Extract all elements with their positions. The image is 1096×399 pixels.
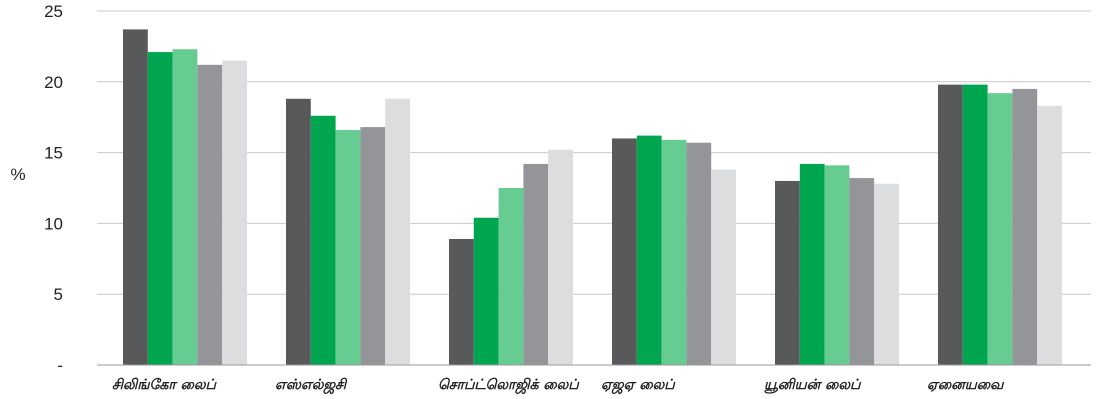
bar bbox=[1037, 105, 1062, 365]
bar bbox=[711, 169, 736, 365]
bar bbox=[498, 188, 524, 365]
bar bbox=[449, 238, 474, 365]
gridlines bbox=[97, 10, 1091, 295]
bar bbox=[612, 138, 637, 365]
bar bbox=[123, 29, 148, 366]
bar bbox=[172, 49, 198, 366]
bar bbox=[987, 93, 1013, 366]
category-label: ஏஜஏ லைப் bbox=[601, 377, 676, 395]
bar bbox=[686, 142, 712, 365]
category-labels: சிலிங்கோ லைப் எஸ்எல்ஜசி சொப்ட்லொஜிக் லைப் ஏ… bbox=[112, 377, 1005, 395]
bar bbox=[147, 52, 173, 366]
bar bbox=[473, 217, 499, 365]
category-label: சொப்ட்லொஜிக் லைப் bbox=[438, 377, 580, 395]
y-tick-label: 15 bbox=[44, 144, 63, 163]
y-tick-label: 25 bbox=[44, 2, 63, 21]
bar bbox=[849, 178, 875, 365]
bar bbox=[824, 165, 850, 365]
y-tick-label: - bbox=[57, 356, 63, 375]
bar bbox=[775, 180, 800, 365]
y-tick-label: 10 bbox=[44, 214, 63, 233]
bar bbox=[197, 64, 223, 366]
category-label: ஏனையவை bbox=[927, 377, 1005, 393]
bar bbox=[938, 84, 963, 365]
bar bbox=[636, 135, 662, 365]
bar bbox=[286, 98, 311, 366]
bar bbox=[222, 60, 247, 366]
bar bbox=[799, 163, 825, 365]
y-tick-label: 20 bbox=[44, 73, 63, 92]
bar bbox=[548, 149, 573, 365]
bars bbox=[123, 29, 1062, 366]
bar bbox=[1012, 88, 1038, 365]
category-label: எஸ்எல்ஜசி bbox=[275, 377, 348, 395]
bar bbox=[874, 183, 899, 365]
bar bbox=[310, 115, 336, 365]
y-axis-label: % bbox=[10, 165, 25, 184]
y-tick-labels: - 5 10 15 20 25 bbox=[44, 2, 63, 375]
category-label: சிலிங்கோ லைப் bbox=[112, 377, 217, 393]
bar bbox=[661, 139, 687, 365]
bar bbox=[335, 129, 361, 365]
bar bbox=[385, 98, 410, 366]
bar bbox=[360, 127, 386, 365]
category-label: யூனியன் லைப் bbox=[764, 377, 862, 394]
bar bbox=[523, 163, 549, 365]
y-tick-label: 5 bbox=[54, 285, 63, 304]
bar bbox=[962, 84, 988, 365]
